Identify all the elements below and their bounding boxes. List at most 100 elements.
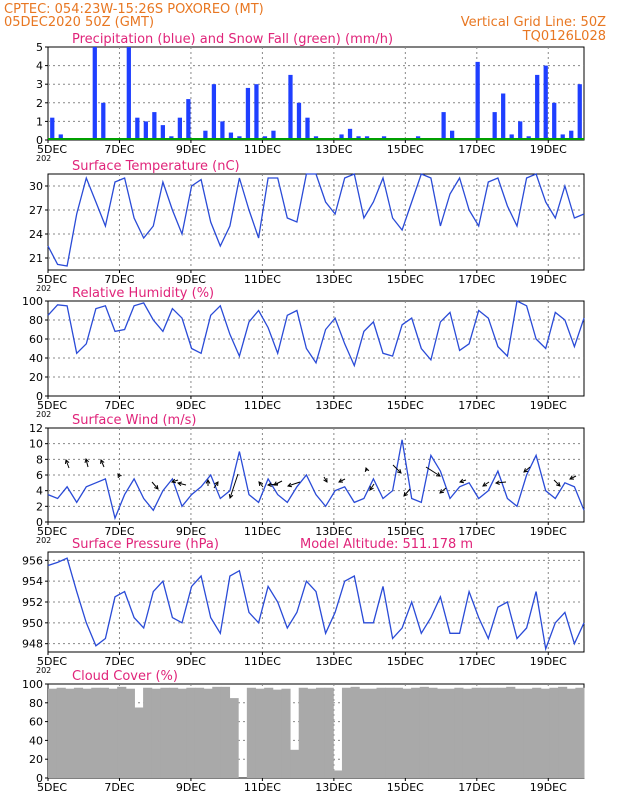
x-tick-label: 7DEC: [104, 273, 134, 286]
cloud-bar: [91, 687, 101, 778]
cloud-bar: [203, 688, 213, 778]
cloud-bar: [117, 686, 127, 778]
precip-bar: [543, 65, 548, 140]
cloud-bar: [73, 687, 84, 778]
wind-arrowhead: [117, 473, 122, 479]
cloud-panel: Cloud Cover (%) 0 20 40 60 80 100 5DEC 7DEC 9DEC 1…: [22, 669, 585, 794]
y-tick-label: 27: [29, 204, 43, 217]
wind-arrowhead: [523, 468, 529, 473]
cloud-bar: [160, 687, 170, 778]
wind-arrow: [459, 479, 467, 483]
wind-arrow: [85, 458, 89, 468]
year-stub: 202: [36, 284, 51, 293]
precip-bar: [535, 74, 540, 140]
wind-arrow: [100, 459, 105, 468]
y-tick-label: 100: [22, 678, 43, 691]
cloud-bar: [341, 687, 352, 778]
wind-arrowhead: [397, 469, 402, 474]
cloud-bar: [419, 686, 429, 778]
y-tick-label: 20: [29, 753, 43, 766]
precip-bar: [296, 102, 302, 140]
temperature-panel: Surface Temperature (nC) 21 24 27 30 5DEC 7DEC…: [29, 159, 585, 293]
x-tick-label: 17DEC: [458, 273, 495, 286]
x-tick-label: 17DEC: [458, 655, 495, 668]
cloud-bar: [558, 686, 568, 778]
precip-bar: [552, 102, 557, 140]
wind-arrow: [258, 481, 264, 488]
cloud-bar: [324, 687, 334, 778]
y-tick-label: 40: [29, 352, 43, 365]
y-tick-label: 12: [29, 422, 43, 435]
wind-arrowhead: [494, 480, 500, 486]
cloud-bar: [411, 687, 421, 778]
cloud-bar: [56, 687, 66, 778]
precip-bar: [143, 121, 148, 140]
cloud-bar: [169, 687, 179, 778]
x-tick-label: 7DEC: [104, 143, 134, 156]
cloud-bar: [454, 687, 464, 778]
y-tick-label: 956: [22, 554, 43, 567]
cloud-bar: [229, 698, 239, 778]
precip-bar: [177, 117, 182, 140]
precip-bar: [58, 134, 63, 140]
precip-bar: [347, 128, 353, 140]
wind-arrow: [151, 481, 159, 490]
precip-bar: [339, 134, 344, 140]
precip-bar: [135, 117, 140, 140]
x-tick-label: 11DEC: [244, 273, 281, 286]
x-tick-label: 9DEC: [176, 525, 206, 538]
wind-arrowhead: [482, 482, 488, 487]
x-tick-label: 19DEC: [530, 525, 567, 538]
wind-arrow: [171, 479, 179, 483]
precip-bar: [492, 112, 497, 140]
wind-arrow: [403, 488, 411, 497]
wind-arrowhead: [205, 478, 211, 484]
y-tick-label: 20: [29, 371, 43, 384]
cloud-bar: [488, 687, 499, 778]
y-tick-label: 60: [29, 716, 43, 729]
panel-frame: [47, 173, 585, 271]
precip-bar: [228, 132, 234, 140]
x-tick-label: 5DEC: [37, 143, 67, 156]
station-line: CPTEC: 054:23W-15:26S POXOREO (MT): [4, 2, 264, 17]
x-tick-label: 19DEC: [530, 273, 567, 286]
wind-arrowhead: [154, 484, 159, 490]
cloud-bar: [523, 688, 533, 778]
wind-arrow: [425, 466, 441, 477]
series-line: [47, 173, 585, 267]
x-tick-label: 11DEC: [244, 143, 281, 156]
precip-bar: [245, 87, 251, 140]
precip-bar: [152, 112, 157, 140]
x-tick-label: 7DEC: [104, 655, 134, 668]
cloud-bar: [402, 688, 412, 778]
pressure-panel: Surface Pressure (hPa) Model Altitude: 51…: [22, 537, 585, 675]
y-tick-label: 21: [29, 252, 43, 265]
precip-bar: [92, 47, 97, 140]
wind-arrowhead: [214, 481, 219, 487]
y-tick-label: 30: [29, 180, 43, 193]
y-tick-label: 950: [22, 617, 43, 630]
panel-title: Surface Temperature (nC): [72, 159, 240, 174]
precip-bar: [254, 84, 259, 140]
wind-arrow: [369, 483, 375, 491]
cloud-bar: [264, 687, 274, 778]
y-tick-label: 0: [36, 772, 43, 785]
wind-arrowhead: [100, 459, 105, 465]
year-stub: 202: [36, 154, 51, 163]
wind-arrows: [64, 457, 577, 499]
wind-arrow: [495, 481, 507, 484]
x-tick-label: 13DEC: [315, 399, 352, 412]
x-tick-label: 9DEC: [176, 781, 206, 794]
cloud-bar: [281, 688, 291, 778]
cloud-bar: [480, 687, 490, 778]
model-altitude-label: Model Altitude: 511.178 m: [300, 537, 473, 552]
precip-bar: [441, 112, 446, 140]
x-tick-label: 15DEC: [387, 525, 424, 538]
x-tick-label: 13DEC: [315, 143, 352, 156]
y-tick-label: 80: [29, 314, 43, 327]
cloud-bar: [367, 688, 378, 778]
precip-bar: [211, 84, 217, 140]
panel-frame: [47, 300, 585, 397]
wind-arrowhead: [338, 478, 344, 483]
y-tick-label: 8: [36, 453, 43, 466]
